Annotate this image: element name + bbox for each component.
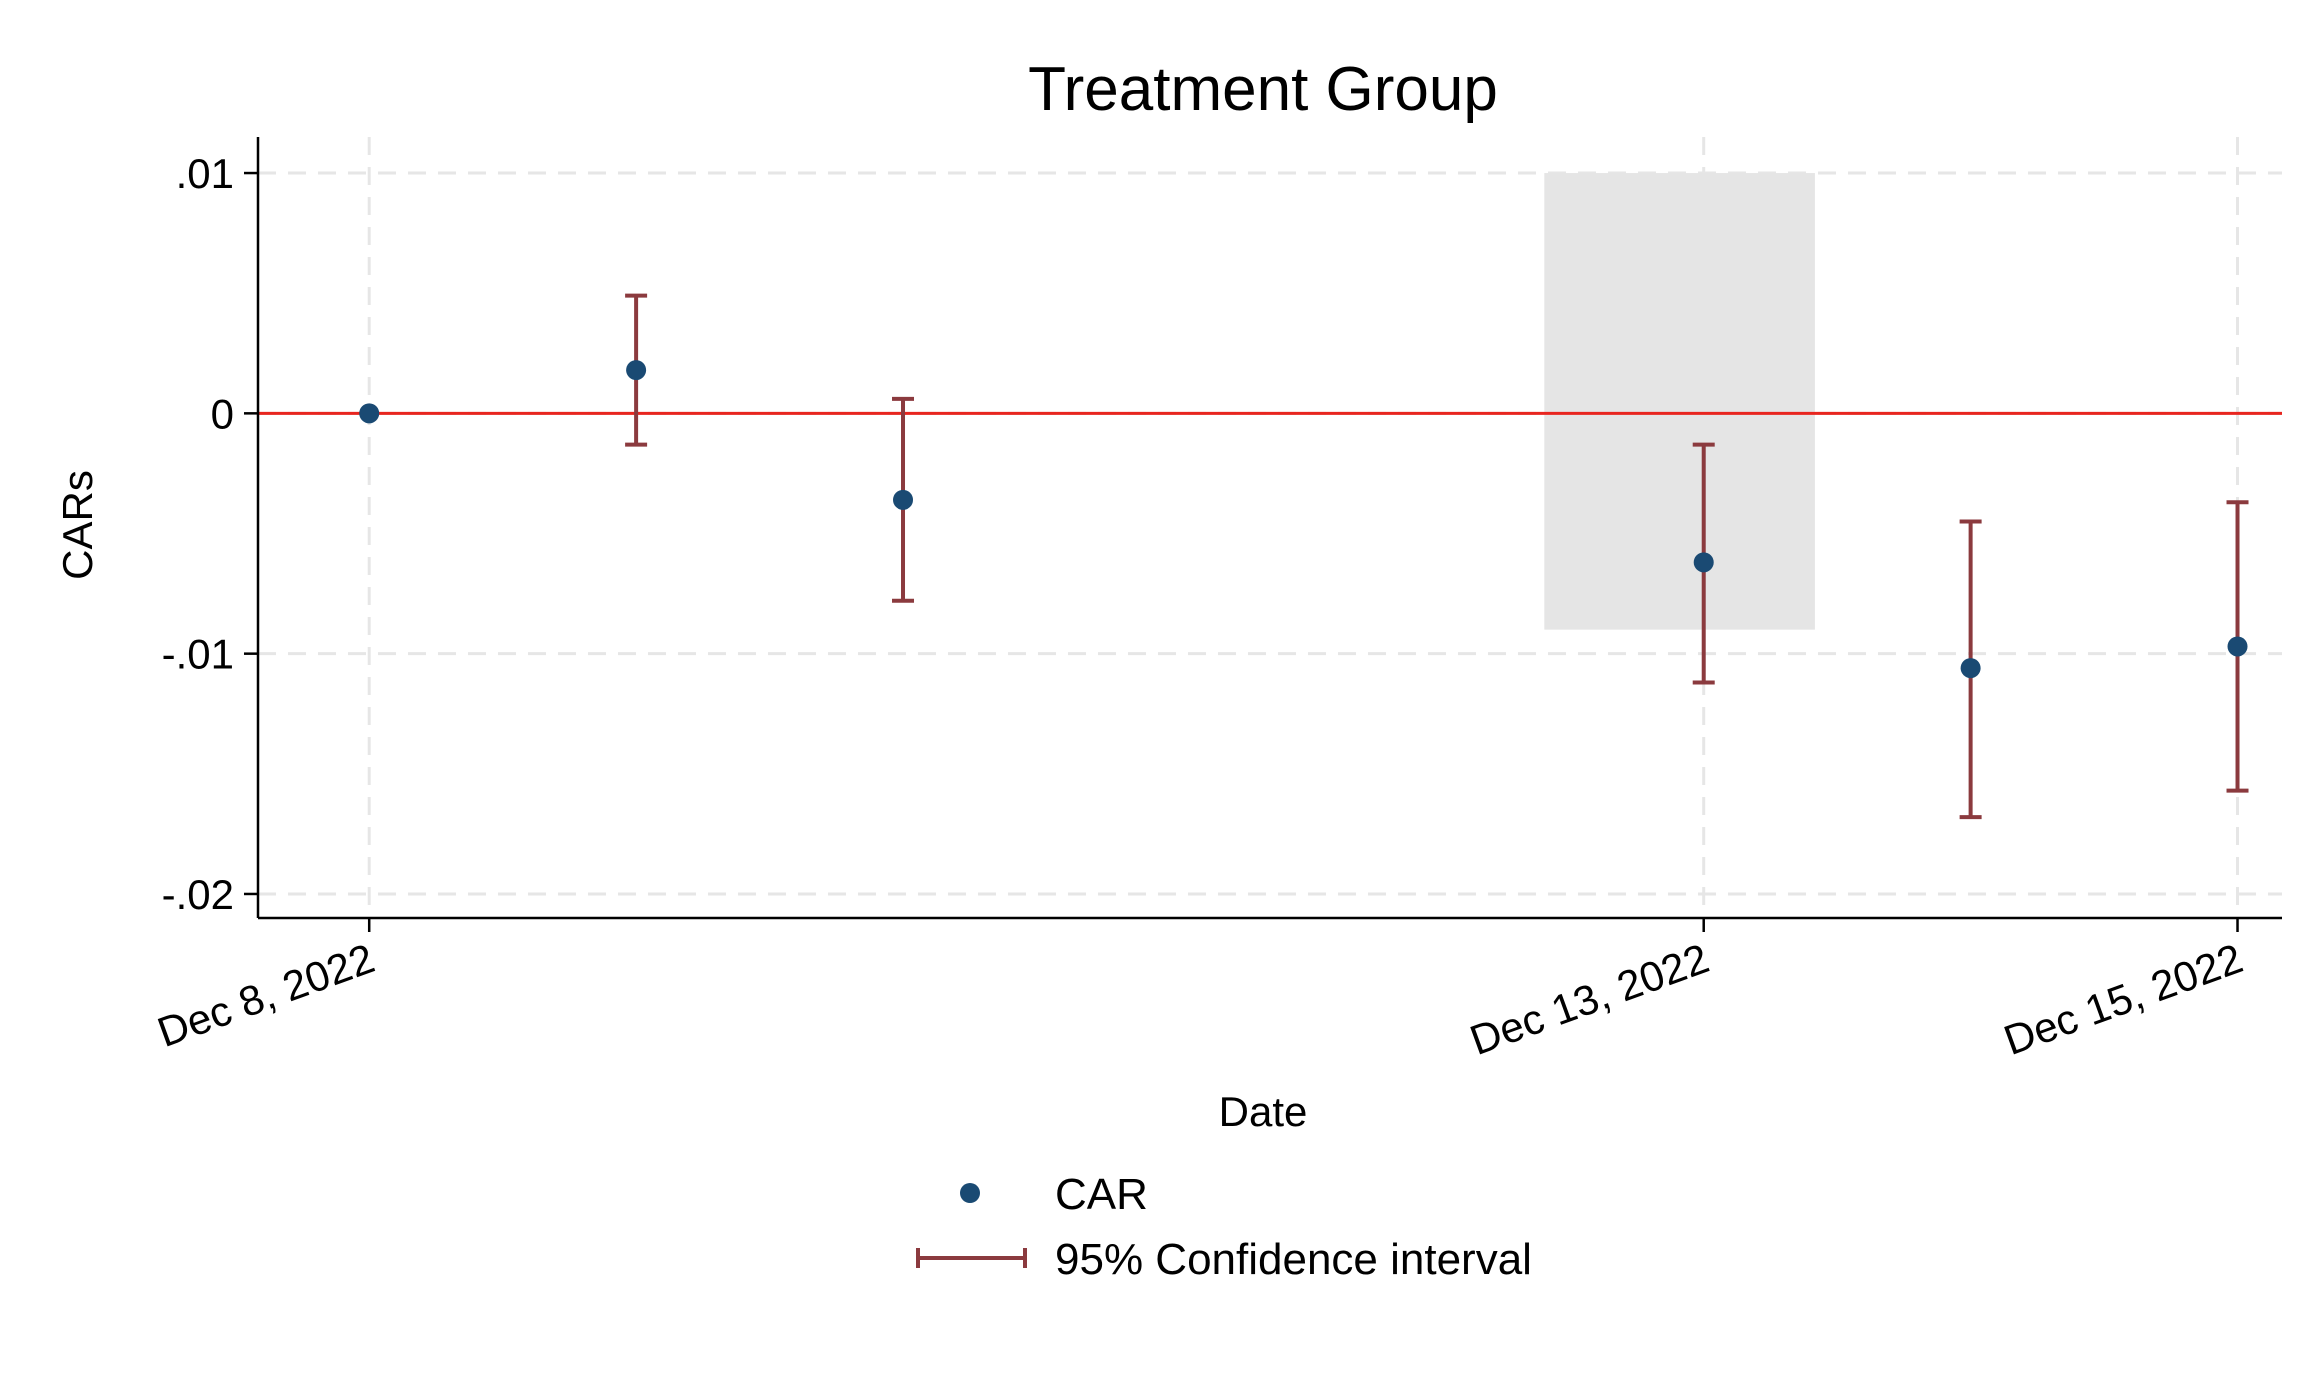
y-tick-label: 0 xyxy=(211,390,234,437)
legend-ci-label: 95% Confidence interval xyxy=(1055,1235,1532,1284)
legend: CAR 95% Confidence interval xyxy=(916,1170,1532,1284)
chart-title: Treatment Group xyxy=(1028,55,1498,124)
y-tick-label: .01 xyxy=(176,150,234,197)
car-point xyxy=(1960,658,1981,679)
car-point xyxy=(359,403,380,424)
legend-car-label: CAR xyxy=(1055,1170,1148,1219)
legend-car-marker xyxy=(960,1183,980,1203)
car-point xyxy=(626,360,647,381)
shaded-event-window xyxy=(1544,173,1815,630)
car-point xyxy=(1693,552,1714,573)
y-tick-label: -.01 xyxy=(162,631,234,678)
y-axis-label: CARs xyxy=(54,470,101,580)
car-point xyxy=(2227,636,2248,657)
y-tick-label: -.02 xyxy=(162,871,234,918)
car-point xyxy=(893,489,914,510)
x-axis-label: Date xyxy=(1219,1088,1308,1135)
